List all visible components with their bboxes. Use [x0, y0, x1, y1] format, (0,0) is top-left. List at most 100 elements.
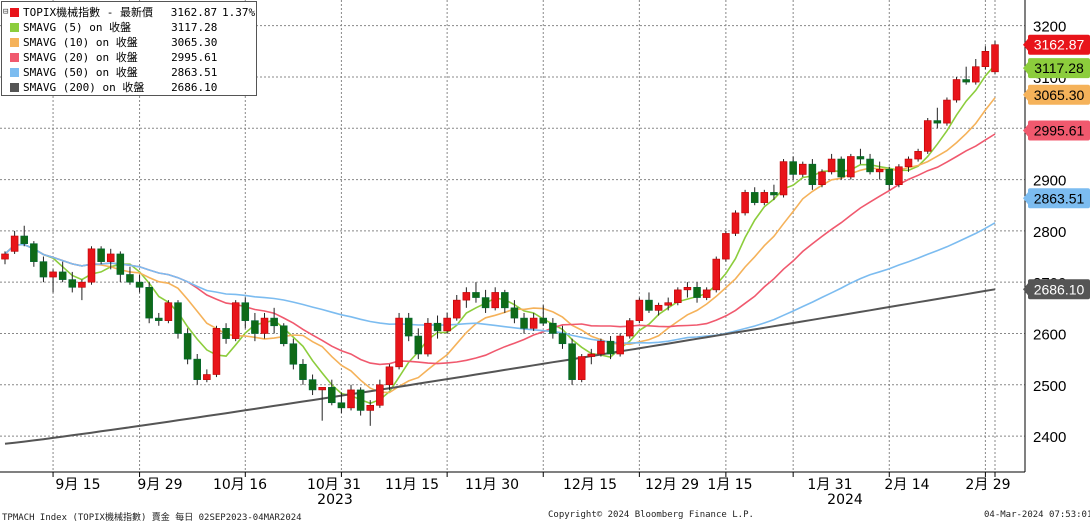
legend-collapse-icon[interactable]: ⊟ — [3, 7, 9, 17]
y-tick-label: 2600 — [1033, 326, 1066, 343]
candle-body — [991, 44, 999, 73]
candle-body — [318, 387, 326, 391]
candle-body — [625, 320, 634, 337]
candle-body — [433, 322, 442, 332]
candle-body — [155, 317, 163, 321]
chart-legend: ⊟ TOPIX機械指數 - 最新價 3162.87 1.37% SMAVG (5) o… — [1, 1, 257, 96]
candle-body — [923, 120, 932, 152]
candle-body — [97, 248, 105, 262]
candle-body — [789, 161, 797, 175]
candle-body — [30, 243, 38, 262]
candle-body — [68, 279, 77, 288]
legend-swatch — [10, 38, 19, 47]
candle-body — [452, 299, 461, 319]
candle-body — [664, 302, 672, 306]
candle-body — [885, 169, 894, 185]
candle-body — [203, 374, 211, 380]
candle-body — [847, 156, 855, 178]
candle-body — [414, 335, 423, 355]
candle-body — [722, 233, 730, 260]
candle-body — [20, 235, 28, 244]
candle-body — [981, 51, 990, 67]
candle-body — [799, 163, 807, 175]
x-year-label: 2023 — [317, 492, 353, 508]
sma-20-line — [4, 133, 996, 366]
price-tag-label: 2863.51 — [1034, 190, 1085, 206]
candle-body — [606, 340, 615, 355]
price-tag — [1028, 120, 1090, 141]
candle-body — [712, 258, 721, 291]
sma-50-line — [4, 222, 996, 344]
candle-body — [750, 192, 759, 203]
candle-body — [260, 317, 269, 334]
y-tick-label: 2900 — [1033, 173, 1066, 190]
candle-body — [645, 299, 653, 311]
candle-body — [549, 322, 557, 334]
candle-body — [116, 253, 125, 275]
candle-body — [58, 271, 67, 280]
candle-body — [693, 287, 701, 298]
candle-body — [106, 253, 115, 262]
x-tick-label: 12月 15 — [563, 477, 617, 493]
candle-body — [328, 387, 336, 404]
x-tick-label: 9月 29 — [137, 477, 182, 493]
x-year-label: 2024 — [827, 492, 863, 508]
candle-body — [866, 158, 874, 173]
candle-body — [385, 366, 394, 386]
candle-body — [875, 169, 884, 173]
candle-body — [731, 212, 740, 234]
candle-body — [827, 158, 836, 173]
y-tick-label: 2400 — [1033, 429, 1066, 446]
candle-body — [337, 402, 346, 409]
candle-body — [587, 353, 596, 357]
candle-body — [616, 335, 624, 355]
candle-body — [299, 363, 307, 380]
price-tag-label: 2995.61 — [1034, 123, 1085, 139]
price-tag-label: 3065.30 — [1034, 87, 1085, 103]
candle-body — [770, 192, 778, 196]
candle-body — [568, 343, 576, 380]
candle-body — [270, 317, 278, 327]
candle-body — [760, 192, 769, 203]
legend-swatch — [10, 23, 19, 32]
price-tag — [1028, 34, 1090, 55]
candle-body — [183, 333, 192, 360]
candle-body — [741, 192, 749, 214]
candle-body — [404, 317, 413, 337]
price-tag-pointer — [1023, 124, 1028, 137]
y-tick-label: 2500 — [1033, 378, 1066, 395]
x-tick-label: 10月 31 — [307, 477, 361, 493]
price-tag-pointer — [1023, 192, 1028, 205]
price-tag — [1028, 279, 1090, 300]
candle-body — [779, 161, 788, 196]
candle-body — [462, 292, 471, 301]
legend-name: SMAVG (10) on 收盤 — [23, 36, 138, 49]
footer-timestamp: 04-Mar-2024 07:53:01 — [984, 510, 1090, 520]
x-tick-label: 10月 16 — [213, 477, 267, 493]
candle-body — [520, 317, 528, 329]
legend-value: 2863.51 — [171, 66, 218, 79]
price-tag — [1028, 58, 1090, 79]
candle-body — [558, 333, 567, 345]
candle-body — [49, 271, 57, 278]
candle-body — [308, 379, 317, 391]
legend-swatch — [10, 68, 19, 77]
candle-body — [491, 292, 499, 309]
candle-body — [222, 328, 230, 339]
candle-body — [481, 297, 490, 309]
candle-body — [10, 235, 19, 252]
x-tick-label: 1月 31 — [807, 477, 852, 493]
x-tick-label: 1月 15 — [707, 477, 752, 493]
candle-body — [818, 171, 826, 185]
legend-value: 3117.28 — [171, 21, 218, 34]
legend-value: 2686.10 — [171, 81, 218, 94]
candle-body — [356, 389, 365, 411]
y-tick-label: 3200 — [1033, 19, 1066, 36]
candle-body — [674, 289, 682, 303]
legend-name: SMAVG (200) on 收盤 — [23, 81, 145, 94]
legend-name: SMAVG (20) on 收盤 — [23, 51, 138, 64]
candle-body — [501, 292, 509, 309]
legend-entry: SMAVG (5) on 收盤 3117.28 — [10, 20, 252, 35]
legend-entry: SMAVG (50) on 收盤 2863.51 — [10, 65, 252, 80]
